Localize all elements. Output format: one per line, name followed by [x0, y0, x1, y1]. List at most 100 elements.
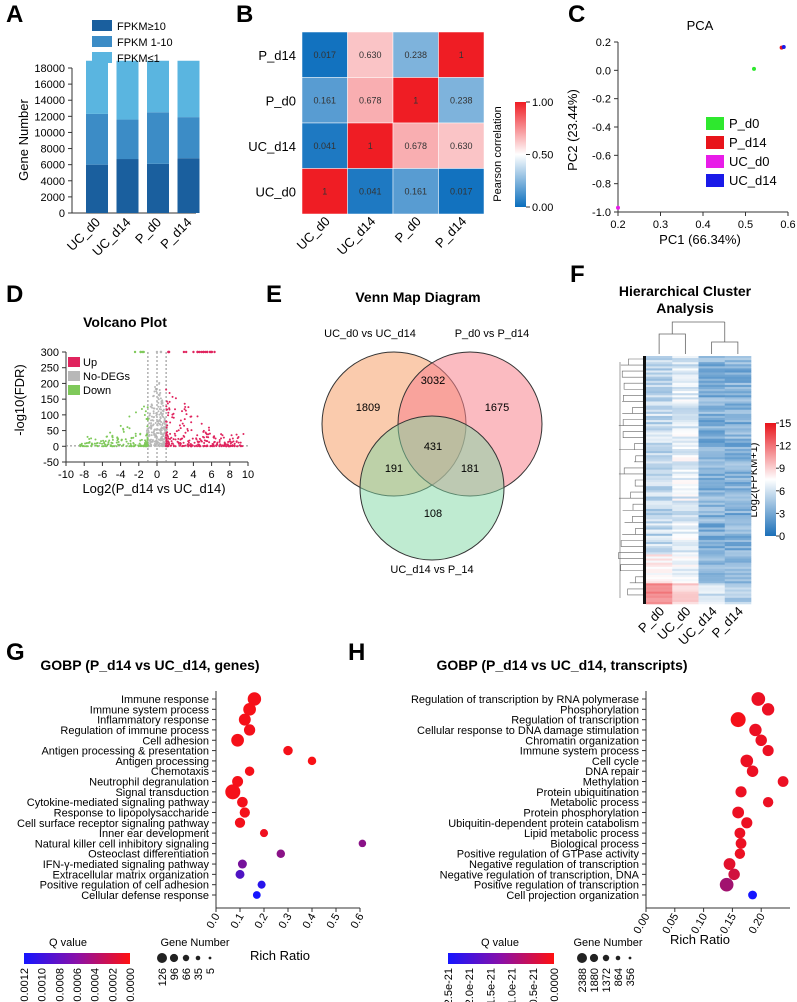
f-heatmap-cell — [672, 581, 699, 584]
g-xtick-label: 0.3 — [277, 912, 295, 931]
d-point-down — [146, 417, 149, 420]
f-heatmap-cell — [646, 469, 673, 473]
f-heatmap-cell — [646, 432, 673, 435]
d-point-nodeg — [157, 432, 160, 435]
f-heatmap-cell — [672, 395, 699, 398]
d-point-up — [197, 443, 200, 446]
f-heatmap-cell — [698, 387, 726, 390]
f-heatmap-cell — [698, 471, 726, 475]
f-heatmap-cell — [672, 539, 699, 543]
d-point-up — [166, 435, 169, 438]
d-point-up — [173, 432, 176, 435]
f-heatmap-cell — [672, 548, 699, 551]
f-heatmap-cell — [646, 382, 673, 386]
d-point-up — [167, 411, 170, 414]
venn-b-c: 181 — [461, 463, 479, 475]
f-heatmap-cell — [724, 587, 752, 590]
f-heatmap-cell — [698, 568, 726, 572]
f-heatmap-cell — [646, 515, 673, 518]
d-point-nodeg — [165, 429, 168, 432]
d-point-up — [220, 437, 223, 440]
c-legend-swatch — [706, 136, 724, 149]
h-xtick-label: 0.00 — [631, 912, 652, 937]
d-point-up — [170, 436, 173, 439]
f-heatmap-cell — [672, 591, 699, 594]
a-legend-swatch — [92, 36, 112, 47]
c-xtick-label: 0.2 — [610, 219, 625, 231]
f-heatmap-cell — [724, 486, 752, 489]
f-heatmap-cell — [698, 420, 726, 423]
h-term-label: Cellular response to DNA damage stimulat… — [417, 725, 639, 737]
f-heatmap-cell — [646, 498, 673, 501]
b-cell-value: 1 — [368, 141, 373, 151]
f-heatmap-cell — [724, 496, 752, 499]
h-size-legend-dot — [589, 953, 599, 963]
f-heatmap-cell — [646, 418, 673, 421]
f-heatmap-cell — [698, 378, 726, 382]
d-point-nodeg — [157, 398, 160, 401]
d-point-down — [113, 445, 116, 448]
c-ytick-label: -0.2 — [592, 94, 611, 106]
d-point-down — [115, 445, 118, 448]
d-point-nodeg — [152, 430, 155, 433]
g-size-legend-title: Gene Number — [160, 937, 229, 949]
f-heatmap-cell — [646, 397, 673, 400]
f-heatmap-cell — [724, 446, 752, 450]
d-point-up — [165, 444, 168, 447]
f-heatmap-cell — [724, 484, 752, 487]
f-heatmap-cell — [698, 436, 726, 439]
f-heatmap-cell — [672, 453, 699, 456]
f-heatmap-cell — [672, 405, 699, 408]
d-point-down — [85, 442, 88, 445]
d-point-nodeg — [162, 426, 165, 429]
f-heatmap-cell — [672, 519, 699, 522]
f-heatmap-cell — [672, 461, 699, 464]
f-heatmap-cell — [672, 374, 699, 377]
d-point-up — [165, 405, 168, 408]
f-heatmap-cell — [698, 542, 726, 545]
f-heatmap-cell — [672, 358, 699, 361]
f-heatmap-cell — [672, 535, 699, 539]
d-point-up — [242, 432, 245, 435]
f-heatmap-cell — [672, 389, 699, 392]
f-heatmap-cell — [646, 544, 673, 547]
d-point-up — [226, 443, 229, 446]
f-heatmap-cell — [646, 583, 673, 586]
f-heatmap-cell — [646, 424, 673, 427]
f-heatmap-cell — [672, 570, 699, 574]
d-point-down — [146, 437, 149, 440]
d-point-up — [228, 438, 231, 441]
f-heatmap-cell — [646, 356, 673, 359]
b-heatmap-cell — [438, 77, 485, 124]
f-heatmap-cell — [646, 475, 673, 479]
f-col-dendrogram — [658, 321, 739, 354]
f-colorbar-tick-label: 6 — [779, 486, 785, 498]
f-heatmap-cell — [698, 444, 726, 448]
d-ytick-label: 100 — [41, 410, 59, 422]
f-heatmap-cell — [672, 498, 699, 501]
f-heatmap-cell — [698, 477, 726, 481]
h-bubble — [735, 838, 747, 849]
b-heatmap-cell — [301, 122, 348, 169]
f-heatmap-cell — [698, 482, 726, 485]
d-point-down — [133, 445, 136, 448]
f-heatmap-cell — [724, 548, 752, 551]
g-term-label: Response to lipopolysaccharide — [54, 807, 209, 819]
f-heatmap-cell — [698, 449, 726, 452]
f-heatmap-cell — [698, 380, 726, 384]
d-point-up — [221, 434, 224, 437]
d-point-up — [203, 439, 206, 442]
d-point-up — [222, 445, 225, 448]
d-point-down — [144, 410, 147, 413]
f-heatmap-cell — [672, 415, 699, 419]
f-heatmap-cell — [672, 401, 699, 404]
f-heatmap-cell — [672, 413, 699, 417]
f-heatmap-cell — [672, 562, 699, 566]
d-point-nodeg — [149, 412, 152, 415]
f-heatmap-cell — [698, 537, 726, 541]
d-point-down — [146, 425, 149, 428]
f-colorbar-tick-label: 0 — [779, 531, 785, 543]
h-term-label: Negative regulation of transcription — [469, 859, 639, 871]
d-point-down — [118, 443, 121, 446]
f-heatmap-cell — [646, 436, 673, 439]
